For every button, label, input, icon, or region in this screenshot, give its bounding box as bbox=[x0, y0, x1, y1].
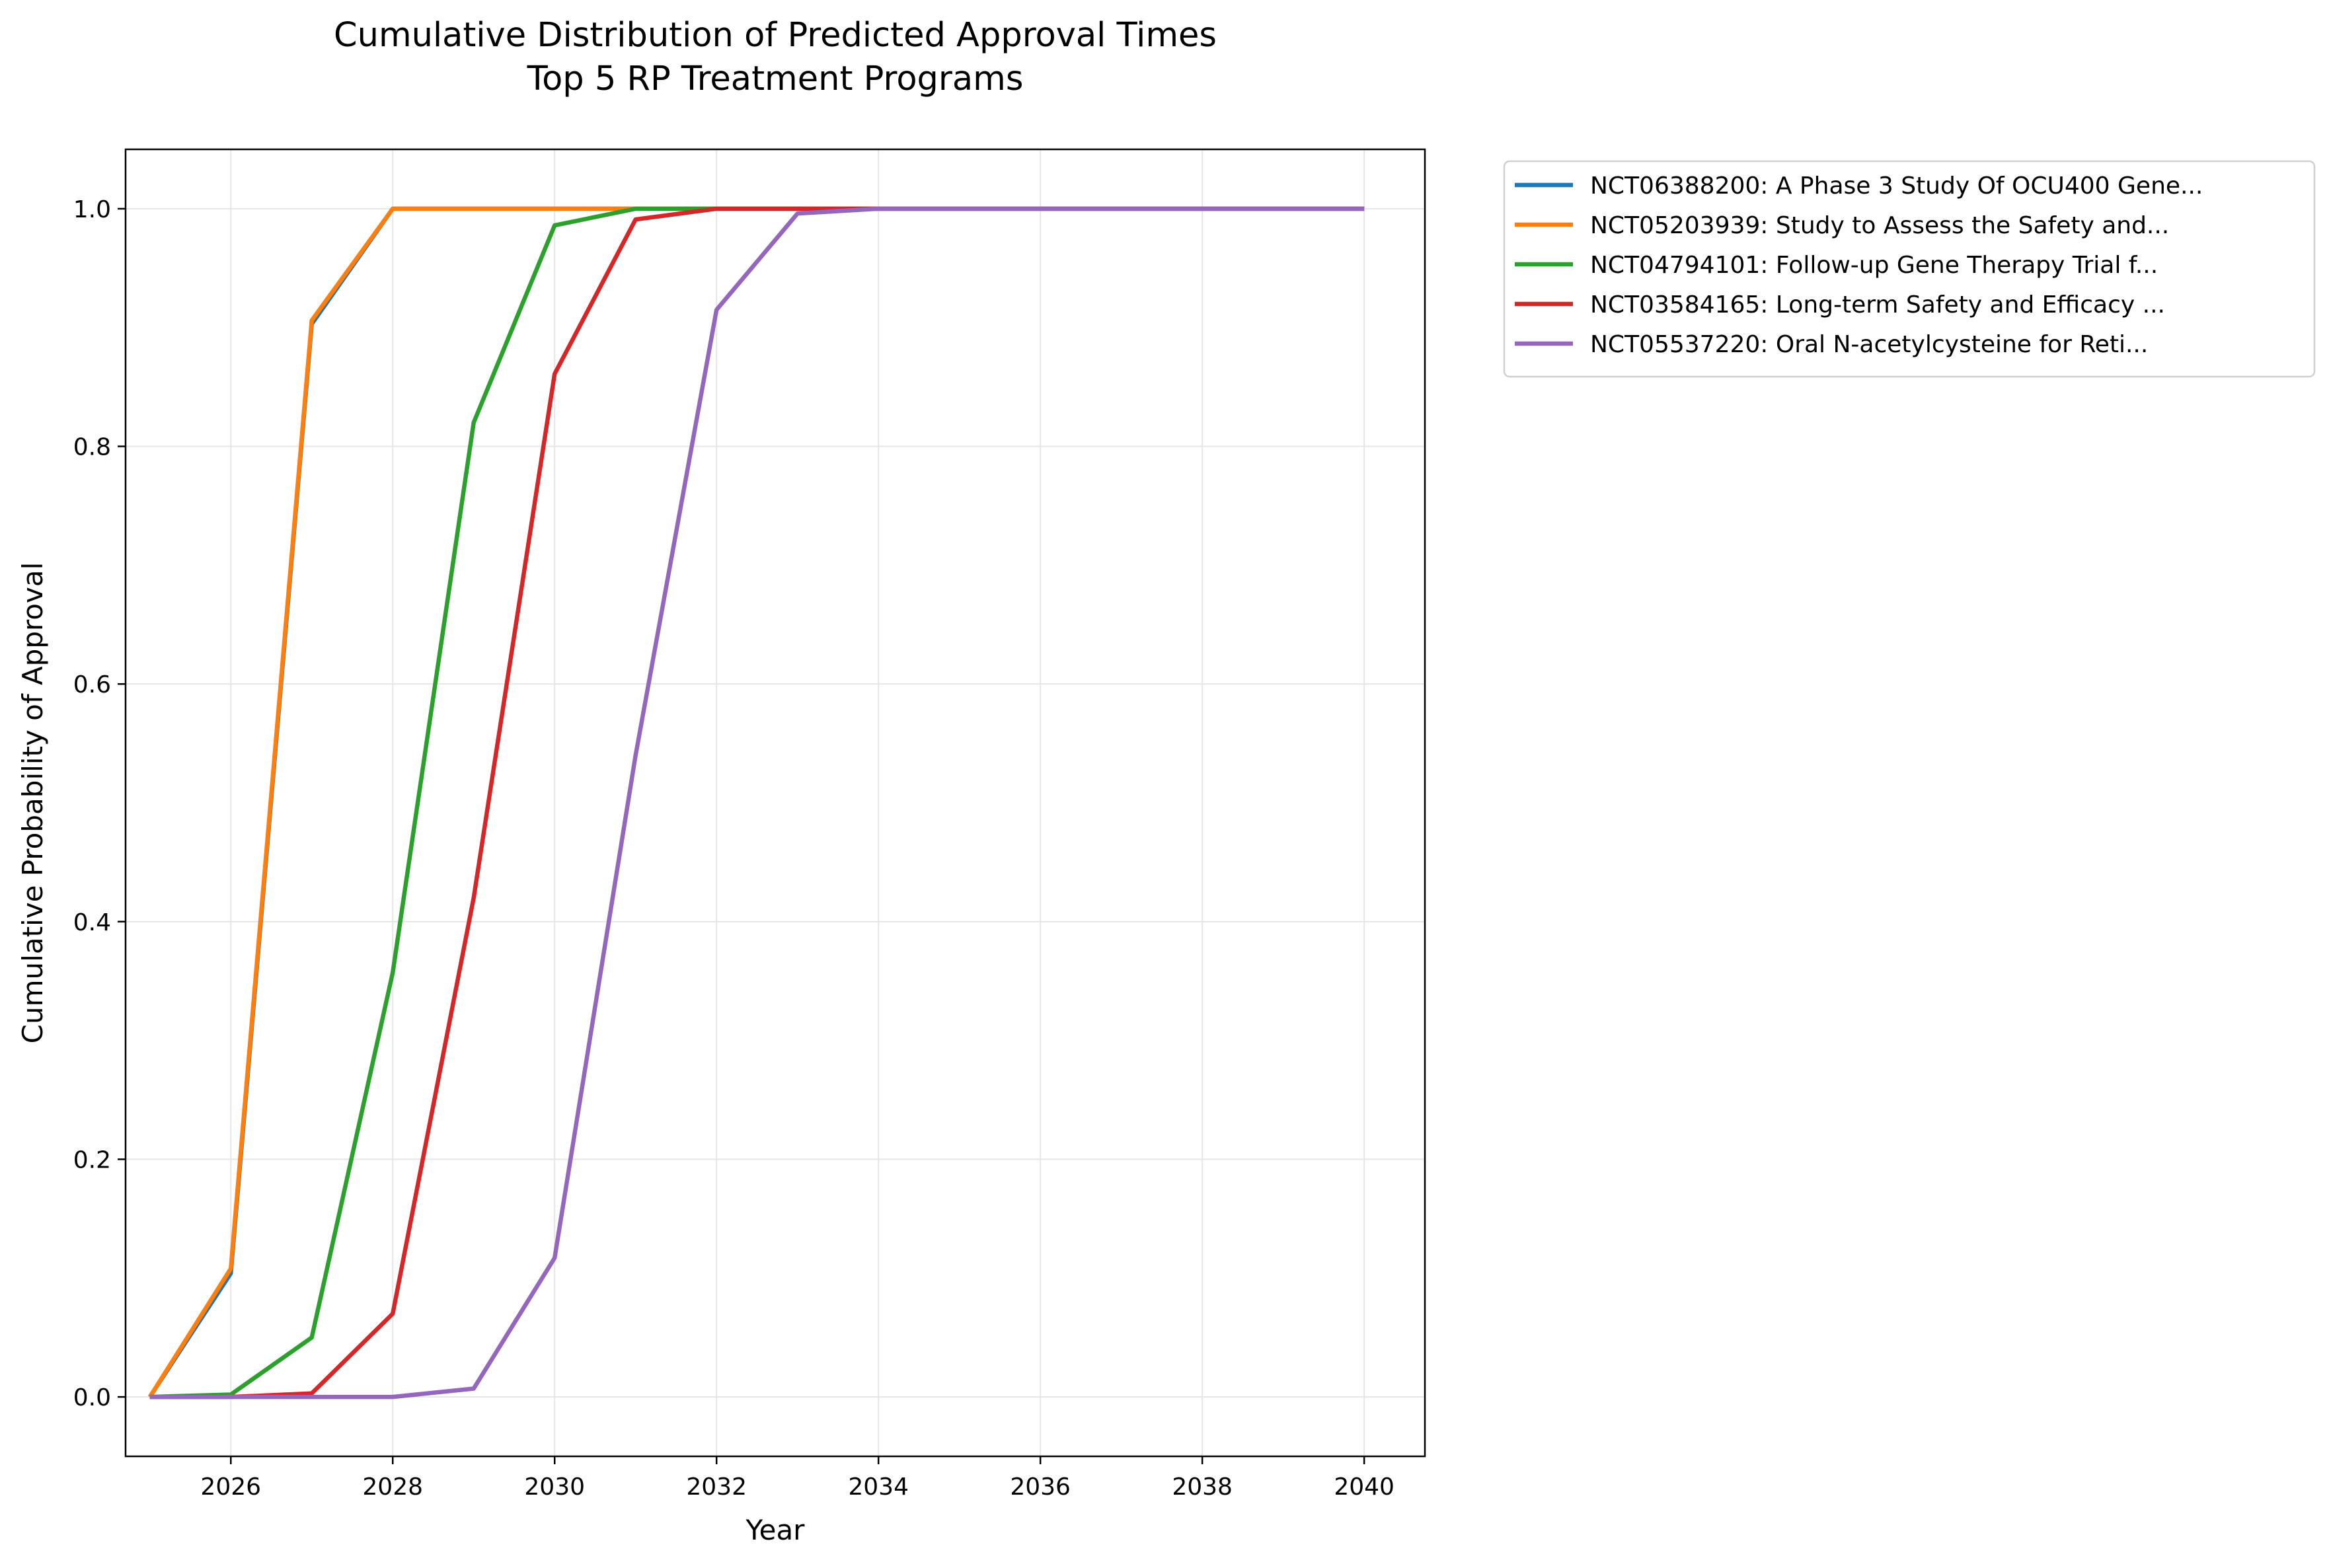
x-tick-label: 2032 bbox=[686, 1474, 747, 1501]
legend-label-2: NCT05203939: Study to Assess the Safety … bbox=[1590, 212, 2169, 239]
legend-frame bbox=[1503, 160, 2316, 378]
legend-label-4: NCT03584165: Long-term Safety and Effica… bbox=[1590, 291, 2165, 318]
y-tick-label: 0.2 bbox=[73, 1146, 111, 1174]
chart-title-line-2: Top 5 RP Treatment Programs bbox=[527, 59, 1024, 98]
x-tick-label: 2036 bbox=[1010, 1474, 1071, 1501]
legend-label-5: NCT05537220: Oral N-acetylcysteine for R… bbox=[1590, 331, 2148, 358]
series-line-5 bbox=[149, 206, 1365, 1400]
y-tick-label: 0.4 bbox=[73, 909, 111, 936]
chart-title-line-1: Cumulative Distribution of Predicted App… bbox=[334, 16, 1217, 55]
x-axis-label: Year bbox=[745, 1514, 806, 1546]
x-tick-label: 2040 bbox=[1334, 1474, 1395, 1501]
x-tick-label: 2034 bbox=[848, 1474, 909, 1501]
x-axis-ticks: 2026 2028 2030 2032 2034 2036 2038 2040 bbox=[200, 1456, 1395, 1501]
legend-label-1: NCT06388200: A Phase 3 Study Of OCU400 G… bbox=[1590, 172, 2203, 200]
x-tick-label: 2028 bbox=[362, 1474, 423, 1501]
x-tick-label: 2038 bbox=[1172, 1474, 1233, 1501]
x-tick-label: 2026 bbox=[200, 1474, 261, 1501]
y-axis-ticks: 0.0 0.2 0.4 0.6 0.8 1.0 bbox=[73, 196, 126, 1411]
y-tick-label: 0.8 bbox=[73, 434, 111, 461]
legend-label-3: NCT04794101: Follow-up Gene Therapy Tria… bbox=[1590, 252, 2158, 279]
x-tick-label: 2030 bbox=[524, 1474, 585, 1501]
y-axis-label: Cumulative Probability of Approval bbox=[17, 562, 49, 1044]
series-lines bbox=[147, 206, 1365, 1400]
y-tick-label: 0.6 bbox=[73, 671, 111, 698]
legend: NCT06388200: A Phase 3 Study Of OCU400 G… bbox=[1503, 160, 2316, 378]
y-tick-label: 1.0 bbox=[73, 196, 111, 223]
plot-area-frame bbox=[124, 148, 1426, 1458]
y-tick-label: 0.0 bbox=[73, 1384, 111, 1411]
